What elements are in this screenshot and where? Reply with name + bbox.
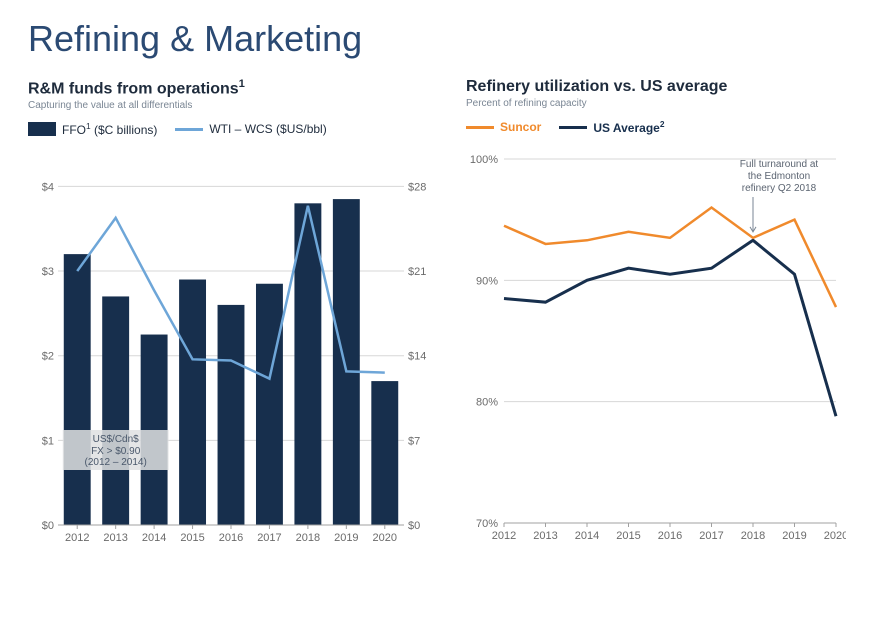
svg-text:2014: 2014 bbox=[575, 530, 599, 542]
right-chart-title: Refinery utilization vs. US average bbox=[466, 78, 847, 96]
svg-text:$2: $2 bbox=[42, 351, 54, 363]
svg-text:$3: $3 bbox=[42, 266, 54, 278]
suncor-line bbox=[504, 208, 836, 307]
svg-text:2013: 2013 bbox=[103, 532, 127, 544]
ffo-label-pre: FFO bbox=[62, 123, 86, 137]
bar bbox=[141, 335, 168, 525]
suncor-label-wrap: Suncor bbox=[500, 120, 541, 134]
svg-text:$14: $14 bbox=[408, 351, 426, 363]
left-svg: $0 $1 $2 $3 $4 $0 $7 $14 $21 $28 US$/Cdn$FX > $0.9… bbox=[28, 151, 438, 551]
suncor-swatch bbox=[466, 126, 494, 129]
right-chart: Refinery utilization vs. US average Perc… bbox=[466, 78, 847, 551]
right-chart-area: Full turnaround atthe Edmontonrefinery Q… bbox=[466, 149, 847, 549]
legend-wti: WTI – WCS ($US/bbl) bbox=[175, 122, 326, 136]
usavg-label-sup: 2 bbox=[660, 119, 665, 129]
ffo-label-post: ($C billions) bbox=[91, 123, 158, 137]
svg-text:2014: 2014 bbox=[142, 532, 166, 544]
svg-text:(2012 – 2014): (2012 – 2014) bbox=[85, 457, 147, 468]
charts-row: R&M funds from operations1 Capturing the… bbox=[28, 78, 847, 551]
bar bbox=[371, 381, 398, 525]
right-svg: Full turnaround atthe Edmontonrefinery Q… bbox=[466, 149, 846, 549]
svg-text:2019: 2019 bbox=[334, 532, 358, 544]
wti-swatch bbox=[175, 128, 203, 131]
svg-text:Full turnaround at: Full turnaround at bbox=[740, 159, 819, 170]
svg-text:2016: 2016 bbox=[219, 532, 243, 544]
svg-text:$1: $1 bbox=[42, 436, 54, 448]
svg-text:2012: 2012 bbox=[492, 530, 516, 542]
svg-text:2020: 2020 bbox=[373, 532, 397, 544]
svg-text:100%: 100% bbox=[470, 154, 498, 166]
svg-text:US$/Cdn$: US$/Cdn$ bbox=[93, 434, 140, 445]
svg-text:2017: 2017 bbox=[699, 530, 723, 542]
svg-text:2019: 2019 bbox=[782, 530, 806, 542]
ffo-swatch bbox=[28, 122, 56, 136]
svg-text:2018: 2018 bbox=[741, 530, 765, 542]
left-chart-area: $0 $1 $2 $3 $4 $0 $7 $14 $21 $28 US$/Cdn$FX > $0.9… bbox=[28, 151, 438, 551]
svg-text:the Edmonton: the Edmonton bbox=[748, 171, 810, 182]
svg-text:2020: 2020 bbox=[824, 530, 846, 542]
svg-text:2016: 2016 bbox=[658, 530, 682, 542]
svg-text:$7: $7 bbox=[408, 436, 420, 448]
usavg-label-pre: US Average bbox=[593, 121, 659, 135]
left-chart-subtitle: Capturing the value at all differentials bbox=[28, 100, 438, 111]
ffo-label: FFO1 ($C billions) bbox=[62, 121, 157, 137]
usavg-label-wrap: US Average2 bbox=[593, 119, 664, 135]
svg-text:2012: 2012 bbox=[65, 532, 89, 544]
svg-text:$21: $21 bbox=[408, 266, 426, 278]
svg-text:80%: 80% bbox=[476, 397, 498, 409]
svg-text:2017: 2017 bbox=[257, 532, 281, 544]
bar bbox=[218, 305, 245, 525]
left-title-sup: 1 bbox=[239, 78, 245, 90]
svg-text:FX > $0.90: FX > $0.90 bbox=[91, 446, 141, 457]
right-legend: Suncor US Average2 bbox=[466, 119, 847, 135]
legend-usavg: US Average2 bbox=[559, 119, 664, 135]
svg-text:90%: 90% bbox=[476, 275, 498, 287]
svg-text:2015: 2015 bbox=[180, 532, 204, 544]
svg-text:2018: 2018 bbox=[296, 532, 320, 544]
legend-suncor: Suncor bbox=[466, 120, 541, 134]
svg-text:$4: $4 bbox=[42, 182, 54, 194]
usavg-line bbox=[504, 240, 836, 416]
left-chart-title: R&M funds from operations1 bbox=[28, 78, 438, 98]
wti-label: WTI – WCS ($US/bbl) bbox=[209, 122, 326, 136]
left-title-text: R&M funds from operations bbox=[28, 80, 239, 97]
svg-text:70%: 70% bbox=[476, 518, 498, 530]
svg-text:$0: $0 bbox=[408, 520, 420, 532]
page-title: Refining & Marketing bbox=[28, 18, 847, 60]
svg-text:2013: 2013 bbox=[533, 530, 557, 542]
bar bbox=[179, 280, 206, 525]
left-chart: R&M funds from operations1 Capturing the… bbox=[28, 78, 438, 551]
bar bbox=[64, 254, 91, 525]
svg-text:$0: $0 bbox=[42, 520, 54, 532]
svg-text:2015: 2015 bbox=[616, 530, 640, 542]
left-legend: FFO1 ($C billions) WTI – WCS ($US/bbl) bbox=[28, 121, 438, 137]
svg-text:$28: $28 bbox=[408, 182, 426, 194]
right-chart-subtitle: Percent of refining capacity bbox=[466, 98, 847, 109]
legend-ffo: FFO1 ($C billions) bbox=[28, 121, 157, 137]
usavg-swatch bbox=[559, 126, 587, 129]
bar bbox=[333, 199, 360, 525]
bar bbox=[256, 284, 283, 525]
bar bbox=[102, 297, 129, 526]
svg-text:refinery Q2 2018: refinery Q2 2018 bbox=[742, 183, 817, 194]
